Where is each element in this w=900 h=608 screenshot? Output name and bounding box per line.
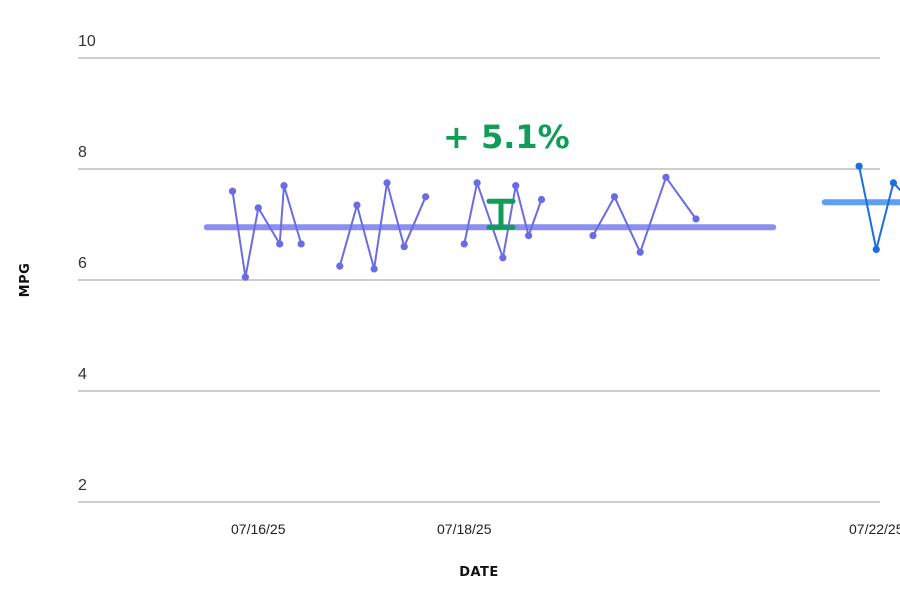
difference-bracket-icon: [486, 198, 516, 230]
x-tick-label: 07/16/25: [231, 521, 286, 537]
data-point: [589, 232, 597, 240]
y-tick-label-4: 4: [78, 366, 87, 383]
data-point: [353, 201, 361, 209]
y-tick-label-6: 6: [78, 255, 87, 272]
data-point: [276, 240, 284, 248]
data-point: [512, 182, 520, 190]
series-1-line-segment: [231, 184, 303, 279]
series-2: [821, 162, 900, 254]
data-point: [254, 204, 262, 212]
data-point: [610, 193, 619, 201]
data-point: [280, 182, 288, 190]
data-point: [370, 265, 378, 273]
data-point: [460, 240, 468, 248]
y-axis-title: MPG: [18, 263, 33, 298]
data-point: [241, 273, 249, 281]
grid-lines: [78, 57, 880, 503]
data-point: [499, 254, 507, 262]
percent-change-annotation: + 5.1%: [443, 118, 570, 156]
data-point: [336, 262, 344, 270]
data-point: [422, 193, 430, 201]
data-point: [537, 195, 546, 204]
series-2-line-segment: [858, 165, 900, 251]
series-1-line-segment: [463, 181, 543, 259]
data-point: [297, 240, 305, 248]
annotation-layer: + 5.1%: [443, 118, 570, 230]
x-axis-title: DATE: [459, 565, 499, 580]
data-point: [692, 215, 700, 223]
y-tick-label-8: 8: [78, 144, 87, 161]
data-point: [855, 162, 863, 170]
data-point: [400, 243, 408, 251]
data-point: [525, 232, 533, 240]
data-point: [662, 173, 670, 181]
y-tick-label-10: 10: [78, 33, 96, 50]
series-1-line-segment: [592, 176, 697, 254]
series-1-line-segment: [338, 181, 427, 270]
data-point: [872, 245, 880, 254]
y-tick-label-2: 2: [78, 477, 87, 494]
data-point: [636, 248, 644, 256]
x-tick-label: 07/18/25: [437, 521, 492, 537]
y-tick-labels: 2 4 6 8 10: [78, 33, 96, 494]
data-point: [228, 187, 237, 195]
x-tick-label: 07/22/25: [849, 521, 900, 537]
data-point: [473, 179, 481, 187]
data-point: [383, 179, 391, 187]
data-point: [889, 179, 898, 187]
